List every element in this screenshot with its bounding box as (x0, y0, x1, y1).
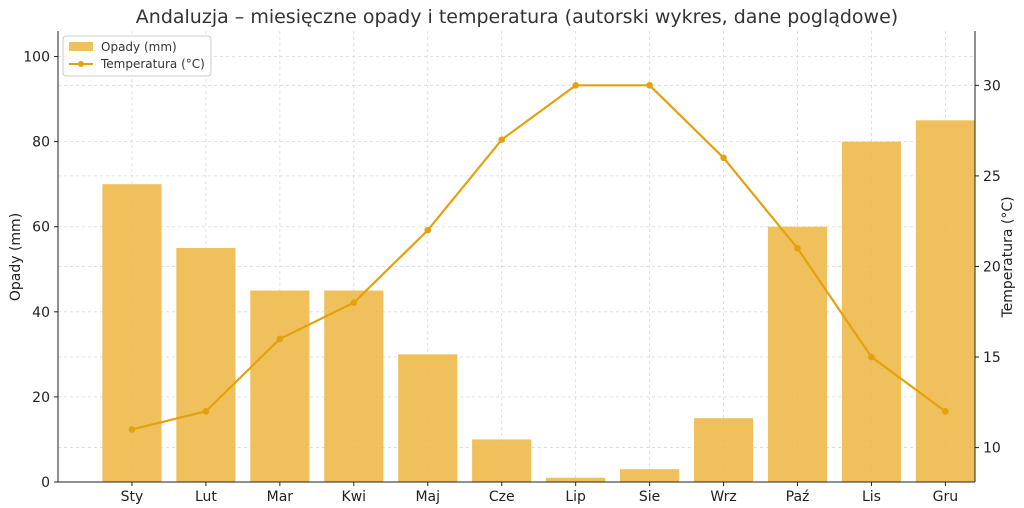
temperature-point-lip (572, 82, 579, 89)
bar-mar (250, 290, 310, 482)
legend: Opady (mm) Temperatura (°C) (62, 35, 212, 77)
y-tick-label: 60 (32, 220, 50, 236)
x-tick-label: Lut (195, 489, 217, 505)
bar-series (102, 120, 975, 483)
axes: Sty Lut Mar Kwi Maj Cze Lip Sie Wrz Paź Lis Gru 0 20 4… (23, 31, 1001, 505)
x-tick-label: Gru (933, 489, 958, 505)
bar-wrz (693, 418, 754, 482)
temperature-line (131, 84, 947, 431)
temperature-point-sie (646, 82, 653, 89)
temperature-point-sty (128, 426, 136, 433)
x-tick-label: Kwi (342, 489, 367, 505)
y-tick-label: 0 (41, 475, 50, 491)
x-tick-label: Wrz (710, 489, 736, 505)
y-tick-label: 80 (32, 135, 50, 151)
temperature-point-lis (868, 353, 875, 361)
bar-sty (102, 184, 162, 483)
y2-tick-label: 20 (983, 259, 1001, 275)
legend-bar-swatch (69, 42, 93, 51)
y-tick-label: 100 (23, 50, 50, 66)
y-tick-label: 20 (32, 390, 50, 406)
x-tick-label: Mar (267, 489, 294, 505)
temperature-point-lut (202, 408, 210, 415)
y-tick-label: 40 (32, 305, 50, 321)
temperature-point-paź (794, 245, 801, 252)
legend-label-bars: Opady (mm) (101, 40, 177, 54)
y2-tick-label: 10 (983, 441, 1001, 457)
x-tick-label: Sty (121, 489, 144, 505)
legend-line-marker (78, 61, 84, 67)
temperature-point-wrz (720, 154, 727, 162)
bar-kwi (324, 290, 384, 482)
bar-sie (620, 469, 680, 482)
x-tick-label: Maj (415, 489, 440, 505)
bar-maj (398, 354, 458, 482)
bar-lip (546, 477, 606, 482)
x-tick-label: Lip (565, 489, 586, 505)
line-series (128, 82, 949, 433)
legend-box (62, 35, 212, 77)
y2-axis-label: Temperatura (°C) (1000, 196, 1016, 318)
bar-paź (767, 226, 828, 482)
x-tick-label: Paź (786, 489, 810, 505)
temperature-point-gru (942, 408, 949, 415)
y2-tick-label: 25 (983, 169, 1001, 185)
y2-tick-label: 30 (983, 78, 1001, 94)
bar-cze (472, 439, 532, 482)
x-tick-label: Lis (862, 489, 881, 505)
x-tick-label: Cze (489, 489, 515, 505)
x-tick-label: Sie (639, 489, 660, 505)
temperature-point-cze (498, 136, 506, 143)
bar-gru (915, 120, 975, 482)
bar-lis (841, 141, 902, 483)
temperature-point-mar (276, 335, 284, 343)
bar-lut (176, 247, 236, 482)
y-axis-label: Opady (mm) (8, 213, 24, 301)
legend-label-line: Temperatura (°C) (100, 57, 205, 71)
temperature-point-maj (424, 226, 432, 234)
y2-tick-label: 15 (983, 350, 1001, 366)
temperature-point-kwi (350, 299, 358, 306)
chart-title: Andaluzja – miesięczne opady i temperatu… (136, 6, 898, 28)
